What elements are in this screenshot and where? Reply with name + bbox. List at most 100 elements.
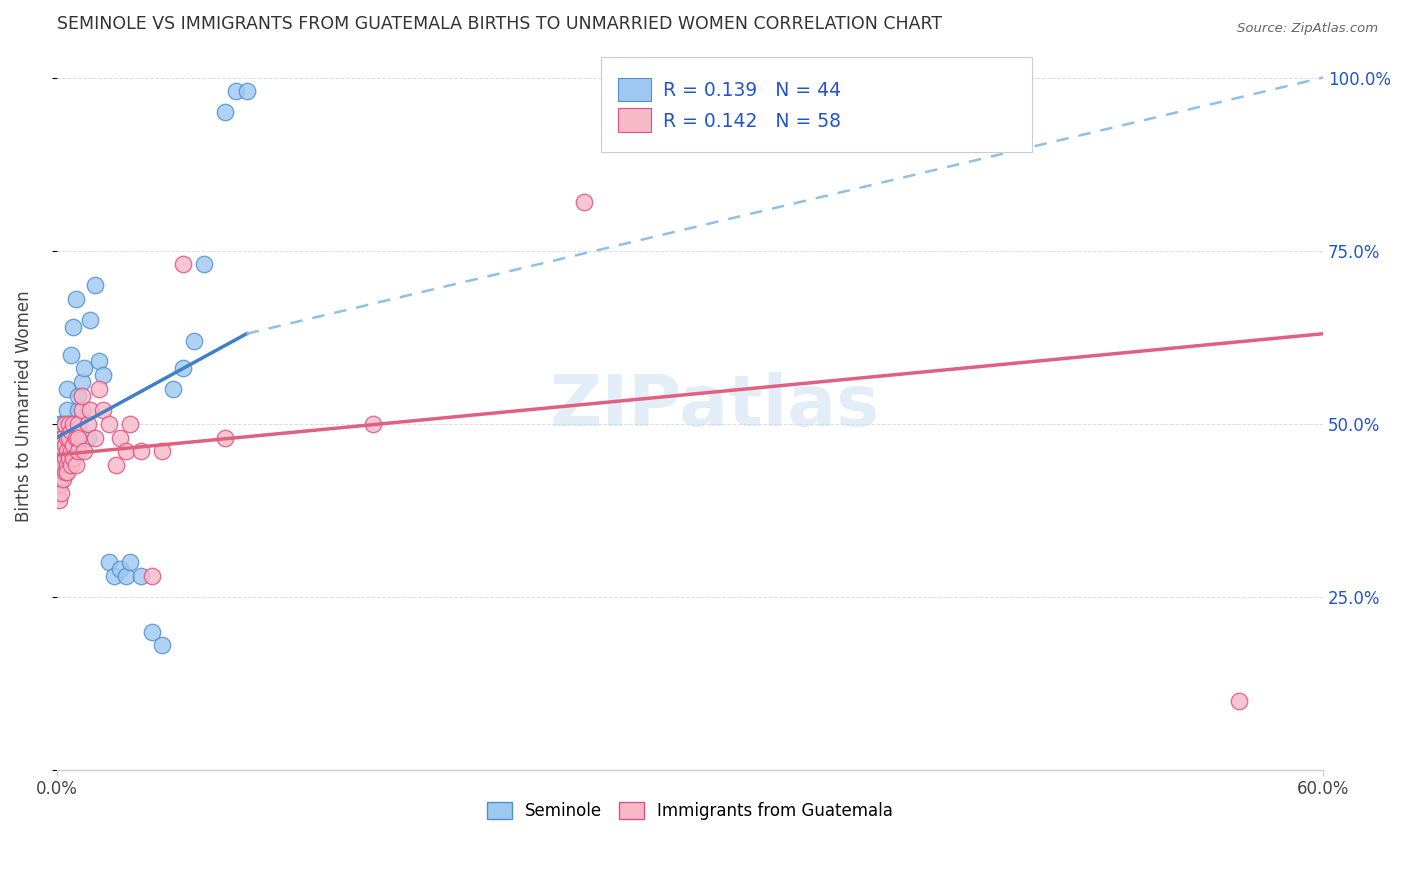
Point bbox=[52, 431, 75, 445]
FancyBboxPatch shape bbox=[617, 78, 651, 101]
Point bbox=[115, 569, 138, 583]
Point bbox=[56, 403, 79, 417]
Point bbox=[52, 465, 75, 479]
Point bbox=[49, 472, 72, 486]
Point bbox=[48, 472, 70, 486]
Point bbox=[66, 389, 89, 403]
Point bbox=[91, 368, 114, 383]
Point bbox=[193, 258, 215, 272]
Point bbox=[172, 258, 194, 272]
Point bbox=[56, 465, 79, 479]
Point bbox=[53, 437, 76, 451]
Point bbox=[60, 424, 83, 438]
Point bbox=[104, 458, 127, 473]
Point bbox=[214, 431, 236, 445]
Point bbox=[87, 354, 110, 368]
Point bbox=[58, 451, 80, 466]
Point bbox=[150, 444, 173, 458]
Point bbox=[66, 403, 89, 417]
Point bbox=[1227, 694, 1250, 708]
Point bbox=[65, 292, 87, 306]
Point bbox=[48, 417, 70, 431]
Point bbox=[141, 624, 163, 639]
Point bbox=[172, 361, 194, 376]
Point bbox=[48, 465, 70, 479]
Point bbox=[58, 417, 80, 431]
Point bbox=[73, 444, 96, 458]
Point bbox=[52, 444, 75, 458]
Point bbox=[53, 465, 76, 479]
Point bbox=[73, 361, 96, 376]
FancyBboxPatch shape bbox=[617, 108, 651, 132]
Point bbox=[56, 458, 79, 473]
Text: SEMINOLE VS IMMIGRANTS FROM GUATEMALA BIRTHS TO UNMARRIED WOMEN CORRELATION CHAR: SEMINOLE VS IMMIGRANTS FROM GUATEMALA BI… bbox=[56, 15, 942, 33]
Point bbox=[108, 431, 131, 445]
Point bbox=[48, 458, 70, 473]
Point bbox=[49, 458, 72, 473]
Point bbox=[62, 417, 84, 431]
Point bbox=[361, 417, 384, 431]
Point bbox=[62, 319, 84, 334]
Point bbox=[48, 472, 70, 486]
Point bbox=[77, 417, 100, 431]
Point bbox=[62, 437, 84, 451]
Point bbox=[60, 444, 83, 458]
Text: Source: ZipAtlas.com: Source: ZipAtlas.com bbox=[1237, 22, 1378, 36]
Point bbox=[52, 472, 75, 486]
Point bbox=[58, 417, 80, 431]
Point bbox=[83, 431, 105, 445]
Point bbox=[53, 417, 76, 431]
Point bbox=[70, 375, 93, 389]
Point bbox=[53, 451, 76, 466]
Point bbox=[70, 403, 93, 417]
Point bbox=[49, 437, 72, 451]
Point bbox=[65, 458, 87, 473]
Point bbox=[56, 431, 79, 445]
Y-axis label: Births to Unmarried Women: Births to Unmarried Women bbox=[15, 291, 32, 522]
Point bbox=[65, 431, 87, 445]
Text: R = 0.142   N = 58: R = 0.142 N = 58 bbox=[664, 112, 841, 131]
Point bbox=[48, 479, 70, 493]
Point bbox=[129, 569, 152, 583]
Point bbox=[183, 334, 205, 348]
Point bbox=[49, 451, 72, 466]
Point bbox=[83, 278, 105, 293]
Point bbox=[129, 444, 152, 458]
Point bbox=[98, 417, 121, 431]
Point bbox=[98, 555, 121, 569]
Point bbox=[53, 417, 76, 431]
Point bbox=[66, 444, 89, 458]
Point bbox=[48, 431, 70, 445]
Point bbox=[62, 451, 84, 466]
Point bbox=[52, 444, 75, 458]
Point bbox=[225, 84, 247, 98]
Point bbox=[79, 403, 101, 417]
Point bbox=[141, 569, 163, 583]
FancyBboxPatch shape bbox=[602, 57, 1032, 152]
Point bbox=[60, 458, 83, 473]
Point bbox=[49, 465, 72, 479]
Point bbox=[52, 458, 75, 473]
Point bbox=[49, 486, 72, 500]
Point bbox=[53, 437, 76, 451]
Point bbox=[56, 382, 79, 396]
Point bbox=[56, 444, 79, 458]
Point bbox=[49, 417, 72, 431]
Text: R = 0.139   N = 44: R = 0.139 N = 44 bbox=[664, 81, 841, 101]
Text: ZIPatlas: ZIPatlas bbox=[550, 372, 880, 441]
Point bbox=[79, 313, 101, 327]
Point bbox=[48, 465, 70, 479]
Point bbox=[162, 382, 184, 396]
Point bbox=[87, 382, 110, 396]
Point bbox=[48, 458, 70, 473]
Legend: Seminole, Immigrants from Guatemala: Seminole, Immigrants from Guatemala bbox=[479, 796, 900, 827]
Point bbox=[103, 569, 125, 583]
Point bbox=[91, 403, 114, 417]
Point bbox=[70, 389, 93, 403]
Point bbox=[115, 444, 138, 458]
Point bbox=[574, 195, 596, 210]
Point bbox=[235, 84, 257, 98]
Point bbox=[66, 417, 89, 431]
Point bbox=[52, 431, 75, 445]
Point bbox=[49, 444, 72, 458]
